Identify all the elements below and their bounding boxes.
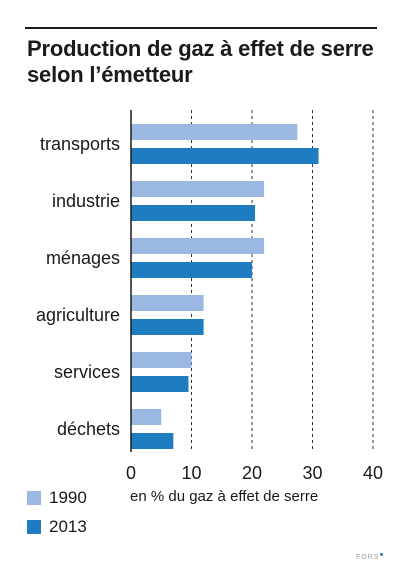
legend-label-1990: 1990: [49, 488, 87, 507]
bar-transports-1990: [131, 124, 298, 140]
bar-industrie-2013: [131, 205, 256, 221]
x-tick-label-40: 40: [363, 463, 383, 483]
bar-dechets-1990: [131, 409, 162, 425]
category-label-services: services: [54, 362, 120, 382]
category-label-dechets: déchets: [57, 419, 120, 439]
chart-title: Production de gaz à effet de serre selon…: [27, 36, 374, 87]
bar-menages-1990: [131, 238, 265, 254]
bar-agriculture-1990: [131, 295, 204, 311]
footer-dot-icon: [380, 553, 384, 556]
legend-swatch-1990: [27, 491, 41, 505]
footer-logo: FORS: [356, 553, 384, 561]
bar-services-1990: [131, 352, 192, 368]
bar-services-2013: [131, 376, 189, 392]
bar-menages-2013: [131, 262, 252, 278]
bar-transports-2013: [131, 148, 319, 164]
x-tick-label-0: 0: [126, 463, 136, 483]
footer-brand-text: FORS: [356, 554, 380, 561]
category-label-transports: transports: [40, 134, 120, 154]
bar-dechets-2013: [131, 433, 174, 449]
legend-item-1990: 1990: [27, 486, 87, 510]
bar-agriculture-2013: [131, 319, 204, 335]
x-tick-label-30: 30: [302, 463, 322, 483]
legend-item-2013: 2013: [27, 515, 87, 539]
bar-industrie-1990: [131, 181, 265, 197]
legend-swatch-2013: [27, 520, 41, 534]
category-label-industrie: industrie: [52, 191, 120, 211]
category-label-menages: ménages: [46, 248, 120, 268]
x-tick-label-10: 10: [181, 463, 201, 483]
x-tick-label-20: 20: [242, 463, 262, 483]
x-axis-label: en % du gaz à effet de serre: [130, 488, 319, 505]
category-label-agriculture: agriculture: [36, 305, 120, 325]
legend-label-2013: 2013: [49, 517, 87, 536]
title-rule: [25, 27, 377, 29]
